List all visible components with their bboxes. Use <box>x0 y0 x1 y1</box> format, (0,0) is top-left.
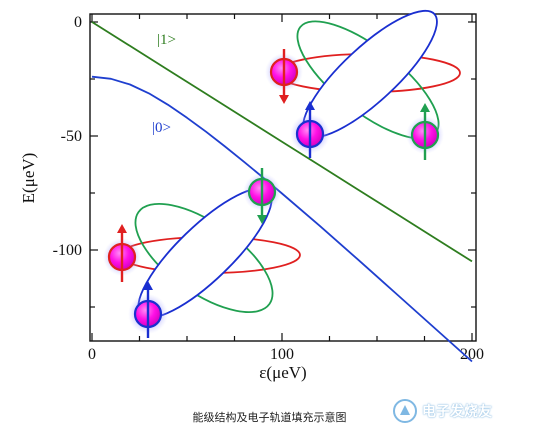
x-tick-label: 100 <box>270 346 294 363</box>
series-line-ground <box>91 75 473 363</box>
electron-red <box>103 224 141 282</box>
series-label-excited: |1> <box>157 32 176 48</box>
series-line-excited <box>91 21 473 263</box>
series-label-ground: |0> <box>152 120 171 136</box>
watermark-text: 电子发烧友 <box>422 404 492 420</box>
series-layer <box>91 21 473 363</box>
x-axis-title: ε(μeV) <box>259 363 306 382</box>
excited-state-qubit <box>265 9 461 160</box>
x-tick-label: 200 <box>460 346 484 363</box>
electron-blue <box>290 101 330 158</box>
electron-green <box>406 103 444 160</box>
y-tick-label: -50 <box>61 128 82 145</box>
y-axis-title: E(μeV) <box>19 153 38 204</box>
site-watermark: 电子发烧友 <box>392 394 532 428</box>
ground-state-qubit <box>103 168 301 338</box>
electron-red <box>265 49 303 104</box>
x-tick-label: 0 <box>88 346 96 363</box>
y-tick-label: 0 <box>74 14 82 31</box>
watermark-logo-icon <box>393 399 417 423</box>
electron-blue <box>128 281 168 338</box>
axes: 0 100 200 0 -50 -100 <box>53 14 484 363</box>
y-tick-label: -100 <box>53 242 82 259</box>
electron-green <box>243 168 281 224</box>
figure-caption: 能级结构及电子轨道填充示意图 <box>192 411 347 424</box>
